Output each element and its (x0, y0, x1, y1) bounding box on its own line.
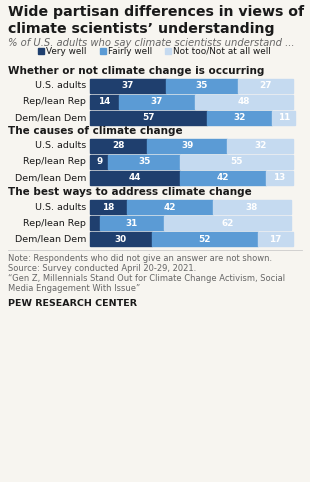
Text: 30: 30 (115, 235, 127, 243)
Text: 44: 44 (129, 174, 141, 183)
Text: 35: 35 (138, 158, 151, 166)
Text: 18: 18 (102, 202, 115, 212)
Text: The best ways to address climate change: The best ways to address climate change (8, 187, 252, 197)
Text: Rep/lean Rep: Rep/lean Rep (23, 97, 86, 107)
Bar (90, 200, 127, 214)
Text: 32: 32 (233, 113, 246, 122)
Bar (90, 111, 207, 125)
Text: U.S. adults: U.S. adults (35, 81, 86, 91)
Text: 57: 57 (142, 113, 155, 122)
Bar (90, 79, 166, 93)
Bar (152, 232, 258, 246)
Text: 52: 52 (198, 235, 211, 243)
Text: 39: 39 (181, 142, 193, 150)
Text: 55: 55 (230, 158, 243, 166)
Bar (207, 111, 272, 125)
Bar (180, 155, 293, 169)
Text: 9: 9 (96, 158, 102, 166)
Text: 28: 28 (113, 142, 125, 150)
Text: Source: Survey conducted April 20-29, 2021.: Source: Survey conducted April 20-29, 20… (8, 264, 196, 273)
Bar (166, 79, 237, 93)
Bar (180, 171, 266, 185)
Text: 42: 42 (164, 202, 176, 212)
Text: Not too/Not at all well: Not too/Not at all well (173, 46, 271, 55)
Text: 17: 17 (269, 235, 282, 243)
Text: 38: 38 (246, 202, 258, 212)
Text: 32: 32 (254, 142, 266, 150)
Bar (195, 95, 293, 109)
Text: Wide partisan differences in views of
climate scientists’ understanding: Wide partisan differences in views of cl… (8, 5, 304, 36)
Bar (90, 95, 119, 109)
Bar (165, 48, 171, 54)
Text: 27: 27 (259, 81, 272, 91)
Text: The causes of climate change: The causes of climate change (8, 126, 183, 136)
Text: 35: 35 (196, 81, 208, 91)
Text: Rep/lean Rep: Rep/lean Rep (23, 218, 86, 228)
Text: U.S. adults: U.S. adults (35, 202, 86, 212)
Bar (272, 111, 295, 125)
Bar (90, 171, 180, 185)
Text: PEW RESEARCH CENTER: PEW RESEARCH CENTER (8, 299, 137, 308)
Text: 31: 31 (126, 218, 138, 228)
Bar (90, 155, 108, 169)
Bar (119, 95, 195, 109)
Text: 42: 42 (217, 174, 229, 183)
Text: 62: 62 (221, 218, 233, 228)
Text: % of U.S. adults who say climate scientists understand ...: % of U.S. adults who say climate scienti… (8, 38, 294, 48)
Text: 11: 11 (277, 113, 290, 122)
Bar (213, 200, 291, 214)
Text: 14: 14 (98, 97, 111, 107)
Text: 48: 48 (237, 97, 250, 107)
Bar (90, 216, 100, 230)
Bar (100, 48, 106, 54)
Bar (127, 200, 213, 214)
Text: 37: 37 (122, 81, 134, 91)
Text: Dem/lean Dem: Dem/lean Dem (15, 113, 86, 122)
Text: Rep/lean Rep: Rep/lean Rep (23, 158, 86, 166)
Text: 13: 13 (273, 174, 286, 183)
Text: U.S. adults: U.S. adults (35, 142, 86, 150)
Bar (237, 79, 293, 93)
Text: Dem/lean Dem: Dem/lean Dem (15, 174, 86, 183)
Text: Media Engagement With Issue”: Media Engagement With Issue” (8, 284, 140, 293)
Bar (147, 139, 227, 153)
Text: Dem/lean Dem: Dem/lean Dem (15, 235, 86, 243)
Text: Very well: Very well (46, 46, 86, 55)
Text: 37: 37 (150, 97, 163, 107)
Bar (100, 216, 164, 230)
Text: Note: Respondents who did not give an answer are not shown.: Note: Respondents who did not give an an… (8, 254, 272, 263)
Text: Whether or not climate change is occurring: Whether or not climate change is occurri… (8, 66, 264, 76)
Bar (227, 139, 293, 153)
Bar (266, 171, 293, 185)
Bar (108, 155, 180, 169)
Bar (164, 216, 291, 230)
Bar (90, 232, 152, 246)
Text: Fairly well: Fairly well (108, 46, 152, 55)
Bar (258, 232, 293, 246)
Bar (90, 139, 147, 153)
Bar (38, 48, 44, 54)
Text: “Gen Z, Millennials Stand Out for Climate Change Activism, Social: “Gen Z, Millennials Stand Out for Climat… (8, 274, 285, 283)
